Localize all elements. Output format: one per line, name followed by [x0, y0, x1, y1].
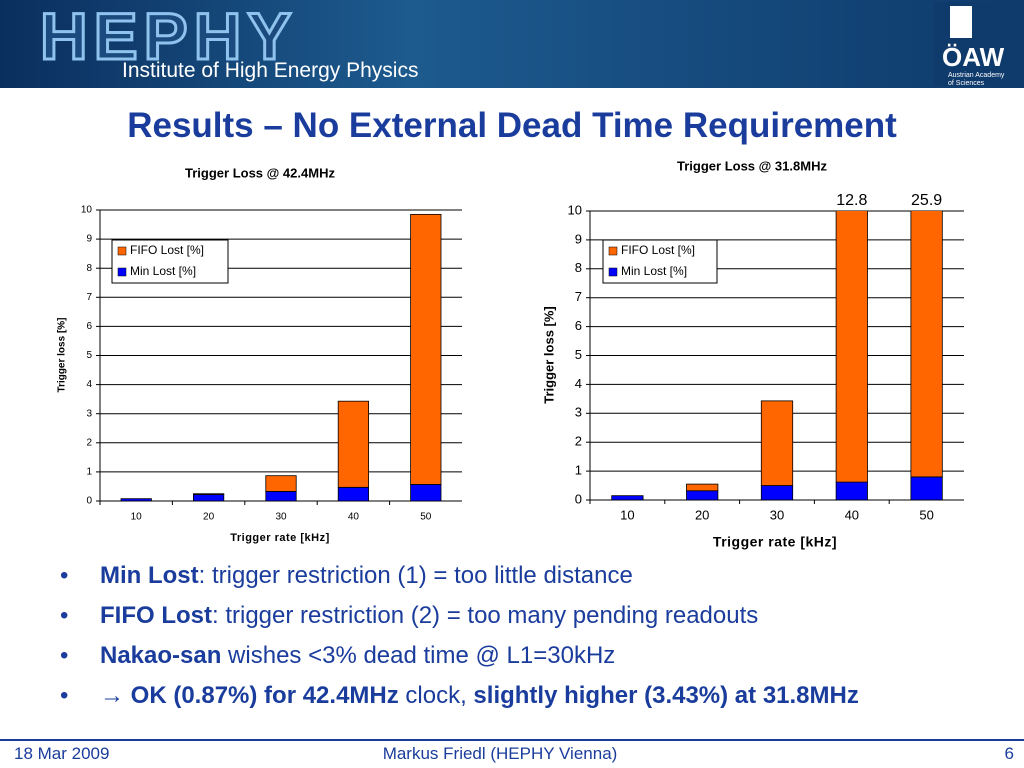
legend-swatch: [608, 267, 618, 277]
x-tick-label: 50: [919, 507, 933, 522]
slide-title: Results – No External Dead Time Requirem…: [127, 106, 897, 145]
bullet-bold: FIFO Lost: [100, 602, 212, 629]
x-tick-label: 30: [275, 512, 287, 523]
y-tick-label: 6: [86, 321, 92, 332]
footer-date: 18 Mar 2009: [14, 744, 110, 763]
bar-segment: [192, 494, 225, 501]
y-axis-label: Trigger loss [%]: [541, 306, 556, 404]
academy-line: of Sciences: [948, 80, 985, 87]
bar-segment: [337, 486, 370, 501]
bar-segment: [835, 211, 868, 483]
y-tick-label: 3: [575, 405, 582, 420]
bar-segment: [120, 498, 152, 501]
chart-title: Trigger Loss @ 31.8MHz: [677, 158, 827, 173]
bar-segment: [337, 400, 370, 488]
y-tick-label: 1: [86, 467, 92, 478]
bar-segment: [760, 400, 794, 486]
y-tick-label: 2: [86, 437, 92, 448]
legend-box: [602, 239, 718, 284]
y-tick-label: 8: [575, 260, 582, 275]
y-tick-label: 5: [86, 350, 92, 361]
y-tick-label: 7: [86, 292, 92, 303]
legend-swatch: [117, 267, 127, 277]
academy-line: Austrian Academy: [948, 72, 1005, 79]
y-tick-label: 9: [86, 234, 92, 245]
x-tick-label: 10: [620, 507, 634, 522]
bar-segment: [686, 490, 719, 500]
legend-box: [111, 239, 229, 284]
bullet-bold: → OK (0.87%) for 42.4MHz: [100, 682, 399, 709]
x-tick-label: 20: [695, 507, 709, 522]
bar-segment: [611, 495, 644, 500]
x-tick-label: 30: [770, 507, 784, 522]
legend-label: FIFO Lost [%]: [621, 243, 695, 257]
bullet-text: wishes <3% dead time @ L1=30kHz: [221, 642, 616, 669]
bullet-text: clock,: [398, 682, 474, 709]
bar-segment: [192, 493, 225, 495]
y-tick-label: 0: [575, 491, 582, 506]
y-tick-label: 5: [575, 347, 582, 362]
header-subtitle: Institute of High Energy Physics: [122, 59, 419, 82]
total-label: 12.8: [836, 192, 867, 209]
legend-label: Min Lost [%]: [130, 264, 196, 278]
x-tick-label: 40: [348, 512, 360, 523]
bar-segment: [410, 213, 442, 485]
x-tick-label: 10: [131, 512, 143, 523]
footer-author: Markus Friedl (HEPHY Vienna): [382, 744, 618, 763]
charts: Trigger Loss @ 42.4MHz Trigger rate [kHz]…: [57, 158, 964, 550]
bullet: Nakao-san wishes <3% dead time @ L1=30kH…: [60, 642, 859, 682]
y-tick-label: 7: [575, 289, 582, 304]
y-tick-label: 6: [575, 318, 582, 333]
y-tick-label: 10: [568, 202, 582, 217]
logo: HEPHY: [38, 0, 298, 75]
y-tick-label: 3: [86, 408, 92, 419]
academy-icon: [950, 6, 972, 38]
footer-line: [0, 739, 1024, 741]
bullet-bold: Min Lost: [100, 562, 199, 589]
y-axis-label: Trigger loss [%]: [57, 317, 68, 392]
y-tick-label: 9: [575, 231, 582, 246]
bullet-bold: slightly higher (3.43%) at 31.8MHz: [473, 682, 859, 709]
y-tick-label: 1: [575, 463, 582, 478]
legend-swatch: [608, 246, 618, 256]
legend-label: Min Lost [%]: [621, 264, 687, 278]
x-tick-label: 40: [845, 507, 859, 522]
y-tick-label: 2: [575, 434, 582, 449]
bullet: Min Lost: trigger restriction (1) = too …: [60, 562, 859, 602]
header: HEPHY Institute of High Energy Physics Ö…: [0, 0, 1024, 88]
bullet-text: : trigger restriction (1) = too little d…: [198, 562, 633, 589]
total-label: 25.9: [911, 192, 942, 209]
academy-logo: ÖAW Austrian Academy of Sciences: [934, 2, 1018, 87]
y-tick-label: 8: [86, 263, 92, 274]
bullet: FIFO Lost: trigger restriction (2) = too…: [60, 602, 859, 642]
chart-title: Trigger Loss @ 42.4MHz: [185, 165, 335, 180]
y-tick-label: 4: [575, 376, 582, 391]
y-tick-label: 4: [86, 379, 92, 390]
bullet-list: Min Lost: trigger restriction (1) = too …: [60, 562, 859, 722]
bar-segment: [265, 475, 297, 492]
footer-page: 6: [1004, 744, 1014, 763]
x-axis-label: Trigger rate [kHz]: [713, 534, 837, 550]
y-tick-label: 10: [81, 205, 93, 216]
legend-swatch: [117, 246, 127, 256]
bar-segment: [910, 211, 943, 478]
x-axis-label: Trigger rate [kHz]: [230, 532, 329, 544]
bullet-text: : trigger restriction (2) = too many pen…: [211, 602, 759, 629]
bar-segment: [265, 490, 297, 501]
bullet-bold: Nakao-san: [100, 642, 222, 669]
bar-segment: [835, 481, 868, 500]
bar-segment: [760, 485, 794, 500]
bar-segment: [686, 483, 719, 492]
y-tick-label: 0: [86, 496, 92, 507]
legend-label: FIFO Lost [%]: [130, 243, 204, 257]
bar-segment: [910, 476, 943, 500]
x-tick-label: 20: [203, 512, 215, 523]
academy-name: ÖAW: [942, 42, 1005, 72]
bullet: → OK (0.87%) for 42.4MHz clock, slightly…: [60, 682, 859, 722]
bar-segment: [410, 484, 442, 501]
x-tick-label: 50: [420, 512, 432, 523]
